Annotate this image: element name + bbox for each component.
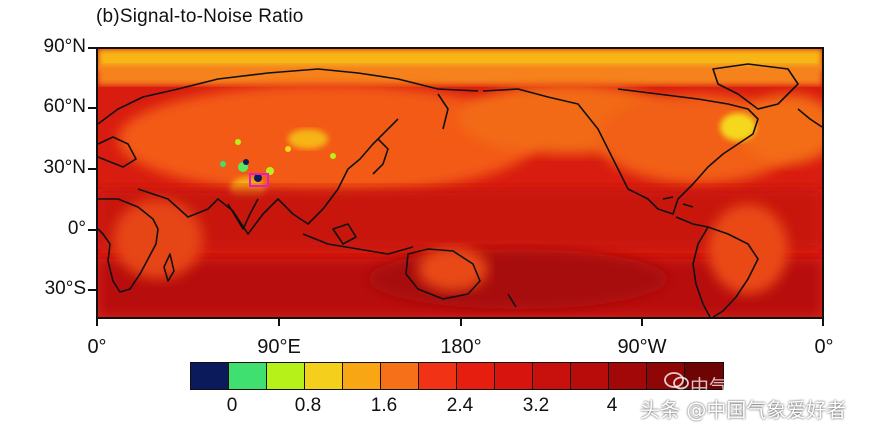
colorbar-cell	[267, 363, 305, 389]
map-panel	[96, 47, 824, 319]
lon-label-90e: 90°E	[257, 336, 301, 358]
lon-tick	[460, 319, 462, 326]
field-low-spot	[330, 153, 336, 159]
lat-label-60n: 60°N	[43, 96, 86, 117]
lat-tick	[88, 168, 96, 170]
lon-label-180: 180°	[440, 336, 482, 358]
coastlines	[98, 63, 822, 317]
colorbar-label: 2.4	[446, 395, 474, 416]
coastline-n-america	[482, 88, 759, 215]
highlight-box	[249, 173, 269, 187]
coastline-kamchatka	[437, 93, 449, 130]
lon-tick	[278, 319, 280, 326]
coastline-borneo	[332, 223, 357, 245]
colorbar-cell	[685, 363, 723, 389]
colorbar-cell	[419, 363, 457, 389]
coastline-africa	[98, 198, 159, 293]
lon-tick	[641, 319, 643, 326]
field-spot	[720, 113, 756, 141]
coastline-madagascar	[163, 253, 175, 282]
colorbar-label: 4	[606, 395, 618, 416]
field-low-spot	[285, 146, 291, 152]
field-australia	[418, 247, 488, 291]
colorbar-cell	[191, 363, 229, 389]
lon-label-0-right: 0°	[814, 336, 834, 358]
coastline-india	[227, 198, 259, 230]
coastline-caribbean	[662, 196, 694, 208]
lat-tick	[88, 229, 96, 231]
coastline-australia	[405, 248, 481, 300]
panel-title: (b)Signal-to-Noise Ratio	[96, 6, 304, 27]
colorbar-label: 3.2	[522, 395, 550, 416]
field-spot	[288, 129, 328, 149]
watermark-line2: 头条 @中国气象爱好者	[640, 398, 847, 422]
coastline-eurasia-south	[137, 118, 399, 235]
field-s-america	[708, 204, 788, 294]
lat-label-90n: 90°N	[43, 36, 86, 57]
coastline-europe	[98, 108, 822, 168]
signal-to-noise-map	[98, 49, 822, 317]
lat-tick	[88, 47, 96, 49]
coastline-s-america	[675, 216, 759, 317]
wechat-icon	[664, 372, 689, 390]
colorbar-cell	[533, 363, 571, 389]
lat-label-0: 0°	[67, 218, 86, 239]
colorbar-cell	[381, 363, 419, 389]
lon-label-0: 0°	[87, 336, 107, 358]
coastline-greenland	[712, 63, 799, 110]
coastline-indonesia	[302, 233, 414, 255]
watermark-line1: 中气爱科技新知	[690, 376, 824, 398]
coastline-japan	[372, 138, 389, 175]
field-low-spot	[220, 161, 226, 167]
coastline-new-zealand	[507, 293, 517, 308]
colorbar-label: 0.8	[294, 395, 322, 416]
field-low-spot	[243, 159, 249, 165]
colorbar-label: 0	[226, 395, 238, 416]
lat-tick	[88, 107, 96, 109]
coastline-eurasia-north	[98, 68, 479, 125]
colorbar	[190, 362, 724, 390]
lon-label-90w: 90°W	[617, 336, 667, 358]
colorbar-label: 1.6	[370, 395, 398, 416]
colorbar-cell	[343, 363, 381, 389]
lon-tick	[96, 319, 98, 326]
field-arctic-edge	[98, 65, 822, 85]
field-low-spot	[235, 139, 241, 145]
colorbar-cell	[457, 363, 495, 389]
colorbar-cell	[571, 363, 609, 389]
colorbar-cell	[495, 363, 533, 389]
field-low-spot	[254, 174, 262, 182]
colorbar-cell	[305, 363, 343, 389]
lat-tick	[88, 289, 96, 291]
lon-tick	[822, 319, 824, 326]
lat-label-30n: 30°N	[43, 157, 86, 178]
field-africa	[113, 199, 203, 279]
colorbar-cell	[229, 363, 267, 389]
lat-label-30s: 30°S	[44, 278, 86, 299]
colorbar-cell	[609, 363, 647, 389]
field-s-pacific	[368, 249, 668, 309]
